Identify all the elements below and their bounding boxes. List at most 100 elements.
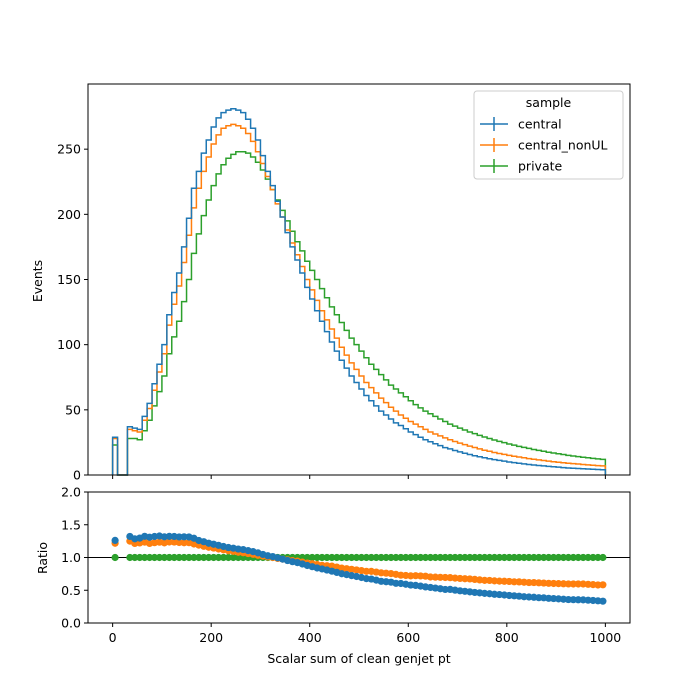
- x-axis-label: Scalar sum of clean genjet pt: [267, 651, 450, 666]
- histogram-y-tick-label: 250: [57, 142, 81, 157]
- ratio-point: [318, 553, 326, 562]
- ratio-point: [579, 553, 587, 562]
- ratio-point: [599, 597, 607, 605]
- ratio-point: [594, 553, 602, 562]
- ratio-point: [466, 553, 474, 562]
- histogram-y-ticks: 0 50 100 150 200 250: [57, 142, 88, 483]
- legend-box: [473, 90, 624, 180]
- x-tick-label: 1000: [589, 630, 621, 645]
- ratio-point: [407, 553, 415, 562]
- histogram-y-tick-label: 200: [57, 207, 81, 222]
- ratio-point: [416, 553, 425, 562]
- ratio-point: [456, 553, 464, 562]
- ratio-y-tick-label: 1.5: [61, 517, 81, 532]
- ratio-point: [402, 553, 410, 562]
- legend-entry-central: central: [480, 117, 562, 132]
- histogram-x-ticks: [112, 475, 606, 479]
- ratio-point: [141, 553, 149, 562]
- ratio-point: [525, 578, 533, 587]
- ratio-point: [160, 553, 168, 562]
- ratio-series-central: [111, 532, 607, 605]
- ratio-y-tick-label: 1.0: [61, 550, 81, 565]
- ratio-point: [210, 553, 218, 562]
- ratio-point: [515, 553, 523, 562]
- ratio-point: [530, 553, 538, 562]
- ratio-point: [451, 553, 459, 562]
- ratio-point: [372, 553, 380, 562]
- ratio-y-tick-label: 2.0: [61, 485, 81, 500]
- ratio-point: [333, 553, 341, 562]
- histogram-series-central: [111, 108, 607, 476]
- ratio-point: [481, 553, 489, 562]
- ratio-point: [495, 553, 504, 562]
- ratio-y-axis-label: Ratio: [35, 542, 50, 574]
- ratio-point: [540, 553, 548, 562]
- ratio-point: [328, 553, 336, 562]
- ratio-y-tick-label: 0.5: [61, 583, 81, 598]
- ratio-point: [569, 553, 577, 562]
- ratio-point: [308, 553, 316, 562]
- ratio-point: [584, 553, 592, 562]
- ratio-point: [599, 553, 607, 562]
- histogram-y-axis-label: Events: [30, 260, 45, 302]
- ratio-point: [126, 553, 134, 562]
- ratio-point: [348, 553, 356, 562]
- ratio-point: [574, 553, 582, 562]
- ratio-point: [180, 553, 188, 562]
- ratio-point: [377, 553, 385, 562]
- ratio-plot-area: [88, 532, 630, 605]
- legend-entry-private: private: [480, 159, 563, 174]
- ratio-point: [574, 580, 582, 588]
- ratio-point: [490, 553, 499, 562]
- ratio-point: [175, 553, 183, 562]
- ratio-point: [525, 553, 533, 562]
- ratio-point: [145, 553, 154, 562]
- ratio-point: [343, 553, 351, 562]
- x-tick-label: 200: [199, 630, 223, 645]
- ratio-point: [205, 553, 213, 562]
- ratio-point: [219, 553, 228, 562]
- ratio-point: [471, 553, 479, 562]
- legend-label: central: [518, 117, 562, 132]
- ratio-point: [564, 580, 573, 588]
- ratio-point: [357, 553, 366, 562]
- ratio-point: [461, 553, 469, 562]
- ratio-point: [476, 553, 484, 562]
- ratio-point: [155, 553, 164, 562]
- ratio-panel: 0.0 0.5 1.0 1.5 2.0 0 200 400 600 800 1000 Ratio: [35, 485, 631, 645]
- ratio-point: [224, 553, 233, 562]
- ratio-point: [392, 553, 400, 562]
- legend-title: sample: [526, 95, 572, 110]
- ratio-point: [214, 553, 223, 562]
- ratio-point: [589, 553, 597, 562]
- ratio-point: [554, 553, 563, 562]
- histogram-y-tick-label: 150: [57, 272, 81, 287]
- ratio-point: [412, 553, 420, 562]
- legend-entry-central_nonUL: central_nonUL: [480, 138, 608, 153]
- ratio-point: [387, 553, 395, 562]
- ratio-point: [564, 553, 573, 562]
- legend-label: central_nonUL: [518, 138, 608, 153]
- ratio-series-central_nonUL: [111, 537, 607, 589]
- ratio-point: [426, 553, 435, 562]
- ratio-point: [559, 553, 568, 562]
- x-tick-label: 0: [109, 630, 117, 645]
- ratio-point: [431, 553, 439, 562]
- ratio-point: [136, 553, 144, 562]
- x-tick-label: 800: [495, 630, 519, 645]
- ratio-point: [545, 553, 553, 562]
- ratio-point: [131, 553, 139, 562]
- ratio-point: [190, 553, 198, 562]
- ratio-point: [352, 553, 361, 562]
- ratio-point: [185, 553, 193, 562]
- ratio-point: [111, 553, 119, 562]
- legend-label: private: [518, 159, 563, 174]
- ratio-point: [234, 553, 242, 562]
- ratio-point: [382, 553, 390, 562]
- ratio-point: [485, 553, 494, 562]
- ratio-point: [599, 581, 607, 589]
- histogram-series-private: [111, 151, 607, 476]
- histogram-y-tick-label: 50: [65, 402, 81, 417]
